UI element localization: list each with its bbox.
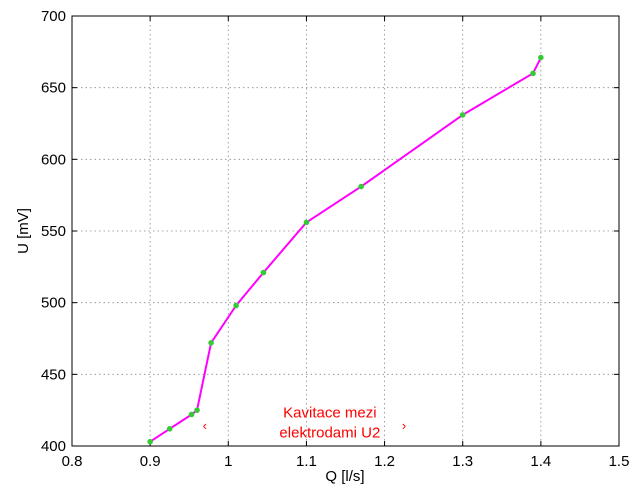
ticks: 0.8 0.9 1 1.1 1.2 1.3 1.4 1.5 400 450 500 550 600 650… — [41, 8, 629, 470]
grid — [72, 16, 619, 446]
annotation-text: Kavitace mezi — [283, 404, 376, 421]
y-tick-label: 550 — [41, 223, 66, 240]
data-point — [147, 438, 153, 445]
x-tick-label: 1.5 — [609, 453, 630, 470]
data-point — [194, 407, 200, 413]
y-tick-label: 700 — [41, 8, 66, 25]
annotation-text: elektrodami U2 — [279, 424, 380, 441]
data-point — [538, 54, 544, 61]
x-tick-label: 1.2 — [374, 453, 395, 470]
x-tick-label: 0.8 — [62, 453, 83, 470]
x-axis-label: Q [l/s] — [325, 468, 364, 485]
y-axis-label: U [mV] — [15, 208, 32, 254]
data-point — [208, 340, 214, 346]
data-point — [358, 183, 364, 190]
series-line — [149, 57, 542, 443]
annotation-marker: › — [402, 418, 406, 433]
data-point — [166, 426, 173, 432]
annotation-marker: ‹ — [203, 418, 207, 433]
series — [147, 54, 544, 445]
data-point — [530, 70, 536, 77]
x-tick-label: 1.3 — [452, 453, 473, 470]
x-tick-label: 1 — [224, 453, 232, 470]
y-tick-label: 450 — [41, 366, 66, 383]
y-tick-label: 500 — [41, 295, 66, 312]
y-tick-label: 400 — [41, 438, 66, 455]
data-point — [233, 302, 239, 309]
data-point — [188, 411, 195, 418]
x-tick-label: 0.9 — [140, 453, 161, 470]
x-tick-label: 1.4 — [530, 453, 551, 470]
data-point — [303, 219, 310, 226]
data-point — [459, 112, 466, 118]
annotations: Kavitace mezi elektrodami U2 ‹ › — [203, 404, 407, 441]
y-tick-label: 600 — [41, 151, 66, 168]
x-tick-label: 1.1 — [296, 453, 317, 470]
data-point — [260, 269, 267, 276]
y-tick-label: 650 — [41, 80, 66, 97]
